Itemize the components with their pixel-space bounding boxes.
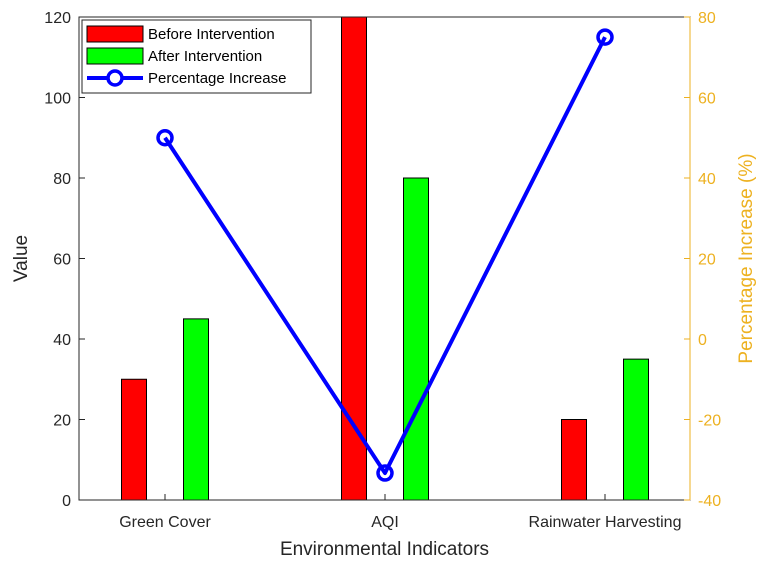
bar-after-0 bbox=[183, 318, 209, 501]
y-tick-label: 120 bbox=[44, 10, 71, 27]
legend-label-0: Before Intervention bbox=[148, 26, 275, 43]
y-tick-label: 60 bbox=[53, 252, 71, 269]
y2-tick-label: 80 bbox=[698, 10, 716, 27]
bar-before-2 bbox=[561, 419, 587, 501]
x-tick-label: Green Cover bbox=[119, 514, 211, 531]
bars-layer bbox=[121, 16, 649, 501]
left-axis: 0 20 40 60 80 100 120 bbox=[44, 10, 85, 510]
legend-label-2: Percentage Increase bbox=[148, 70, 286, 87]
y-tick-label: 80 bbox=[53, 171, 71, 188]
legend-label-1: After Intervention bbox=[148, 48, 262, 65]
legend: Before Intervention After Intervention Per… bbox=[81, 19, 312, 94]
bar-after-1 bbox=[403, 177, 429, 501]
y-tick-label: 20 bbox=[53, 413, 71, 430]
y-tick-label: 40 bbox=[53, 332, 71, 349]
legend-swatch-0 bbox=[86, 25, 144, 43]
x-tick-label: AQI bbox=[371, 514, 399, 531]
percentage-point-0 bbox=[156, 129, 174, 147]
x-axis-label: Environmental Indicators bbox=[280, 539, 489, 560]
y-tick-label: 100 bbox=[44, 91, 71, 108]
legend-swatch-marker bbox=[106, 69, 124, 87]
y2-tick-label: 60 bbox=[698, 91, 716, 108]
y2-tick-label: 0 bbox=[698, 332, 707, 349]
x-tick-label: Rainwater Harvesting bbox=[529, 514, 682, 531]
line-layer bbox=[156, 28, 614, 482]
bar-before-0 bbox=[121, 378, 147, 501]
bar-after-2 bbox=[623, 358, 649, 501]
y2-tick-label: 40 bbox=[698, 171, 716, 188]
percentage-line bbox=[163, 36, 607, 476]
y-axis-label: Value bbox=[11, 235, 32, 282]
y2-axis-label: Percentage Increase (%) bbox=[736, 153, 757, 363]
percentage-point-2 bbox=[596, 28, 614, 46]
y2-tick-label: 20 bbox=[698, 252, 716, 269]
percentage-point-1 bbox=[376, 464, 394, 482]
y2-tick-label: -40 bbox=[698, 493, 721, 510]
right-axis: -40 -20 0 20 40 60 80 bbox=[684, 10, 721, 510]
legend-swatch-1 bbox=[86, 47, 144, 65]
bar-before-1 bbox=[341, 16, 367, 501]
y2-tick-label: -20 bbox=[698, 413, 721, 430]
x-axis: Green Cover AQI Rainwater Harvesting bbox=[119, 494, 681, 531]
y-tick-label: 0 bbox=[62, 493, 71, 510]
